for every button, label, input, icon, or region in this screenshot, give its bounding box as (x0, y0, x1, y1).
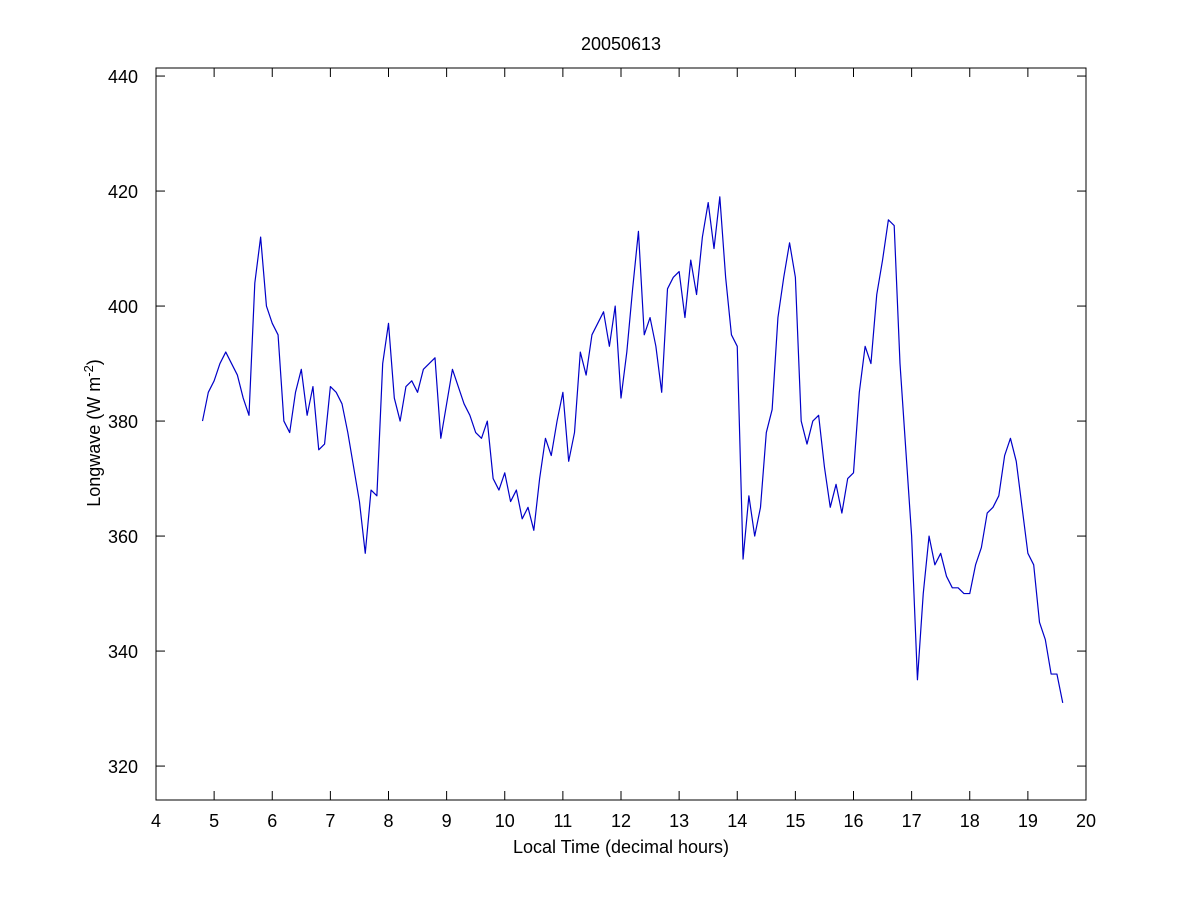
y-tick-label: 440 (108, 67, 138, 87)
y-tick-label: 380 (108, 412, 138, 432)
x-axis-label: Local Time (decimal hours) (513, 837, 729, 857)
x-tick-label: 15 (785, 811, 805, 831)
x-tick-label: 11 (554, 811, 573, 831)
y-tick-label: 360 (108, 527, 138, 547)
y-axis-label-text: Longwave (W m (84, 377, 104, 507)
data-line (201, 196, 1064, 703)
x-tick-label: 18 (960, 811, 980, 831)
x-tick-label: 8 (383, 811, 393, 831)
x-tick-label: 13 (669, 811, 689, 831)
x-tick-label: 10 (495, 811, 515, 831)
x-tick-label: 6 (267, 811, 277, 831)
x-tick-label: 12 (611, 811, 631, 831)
y-tick-label: 340 (108, 642, 138, 662)
x-tick-label: 4 (151, 811, 161, 831)
x-tick-label: 5 (209, 811, 219, 831)
y-tick-label: 420 (108, 182, 138, 202)
chart-title: 20050613 (581, 34, 661, 54)
y-tick-label: 320 (108, 757, 138, 777)
x-tick-label: 17 (902, 811, 922, 831)
y-axis-label: Longwave (W m-2) (81, 359, 104, 507)
x-tick-label: 19 (1018, 811, 1038, 831)
plot-frame (155, 67, 1087, 801)
x-tick-label: 14 (727, 811, 747, 831)
y-axis-label-suffix: ) (84, 359, 104, 365)
x-tick-label: 9 (442, 811, 452, 831)
y-axis-label-superscript: -2 (81, 365, 96, 377)
y-tick-label: 400 (108, 297, 138, 317)
x-tick-label: 7 (325, 811, 335, 831)
x-tick-label: 16 (843, 811, 863, 831)
x-tick-label: 20 (1076, 811, 1096, 831)
